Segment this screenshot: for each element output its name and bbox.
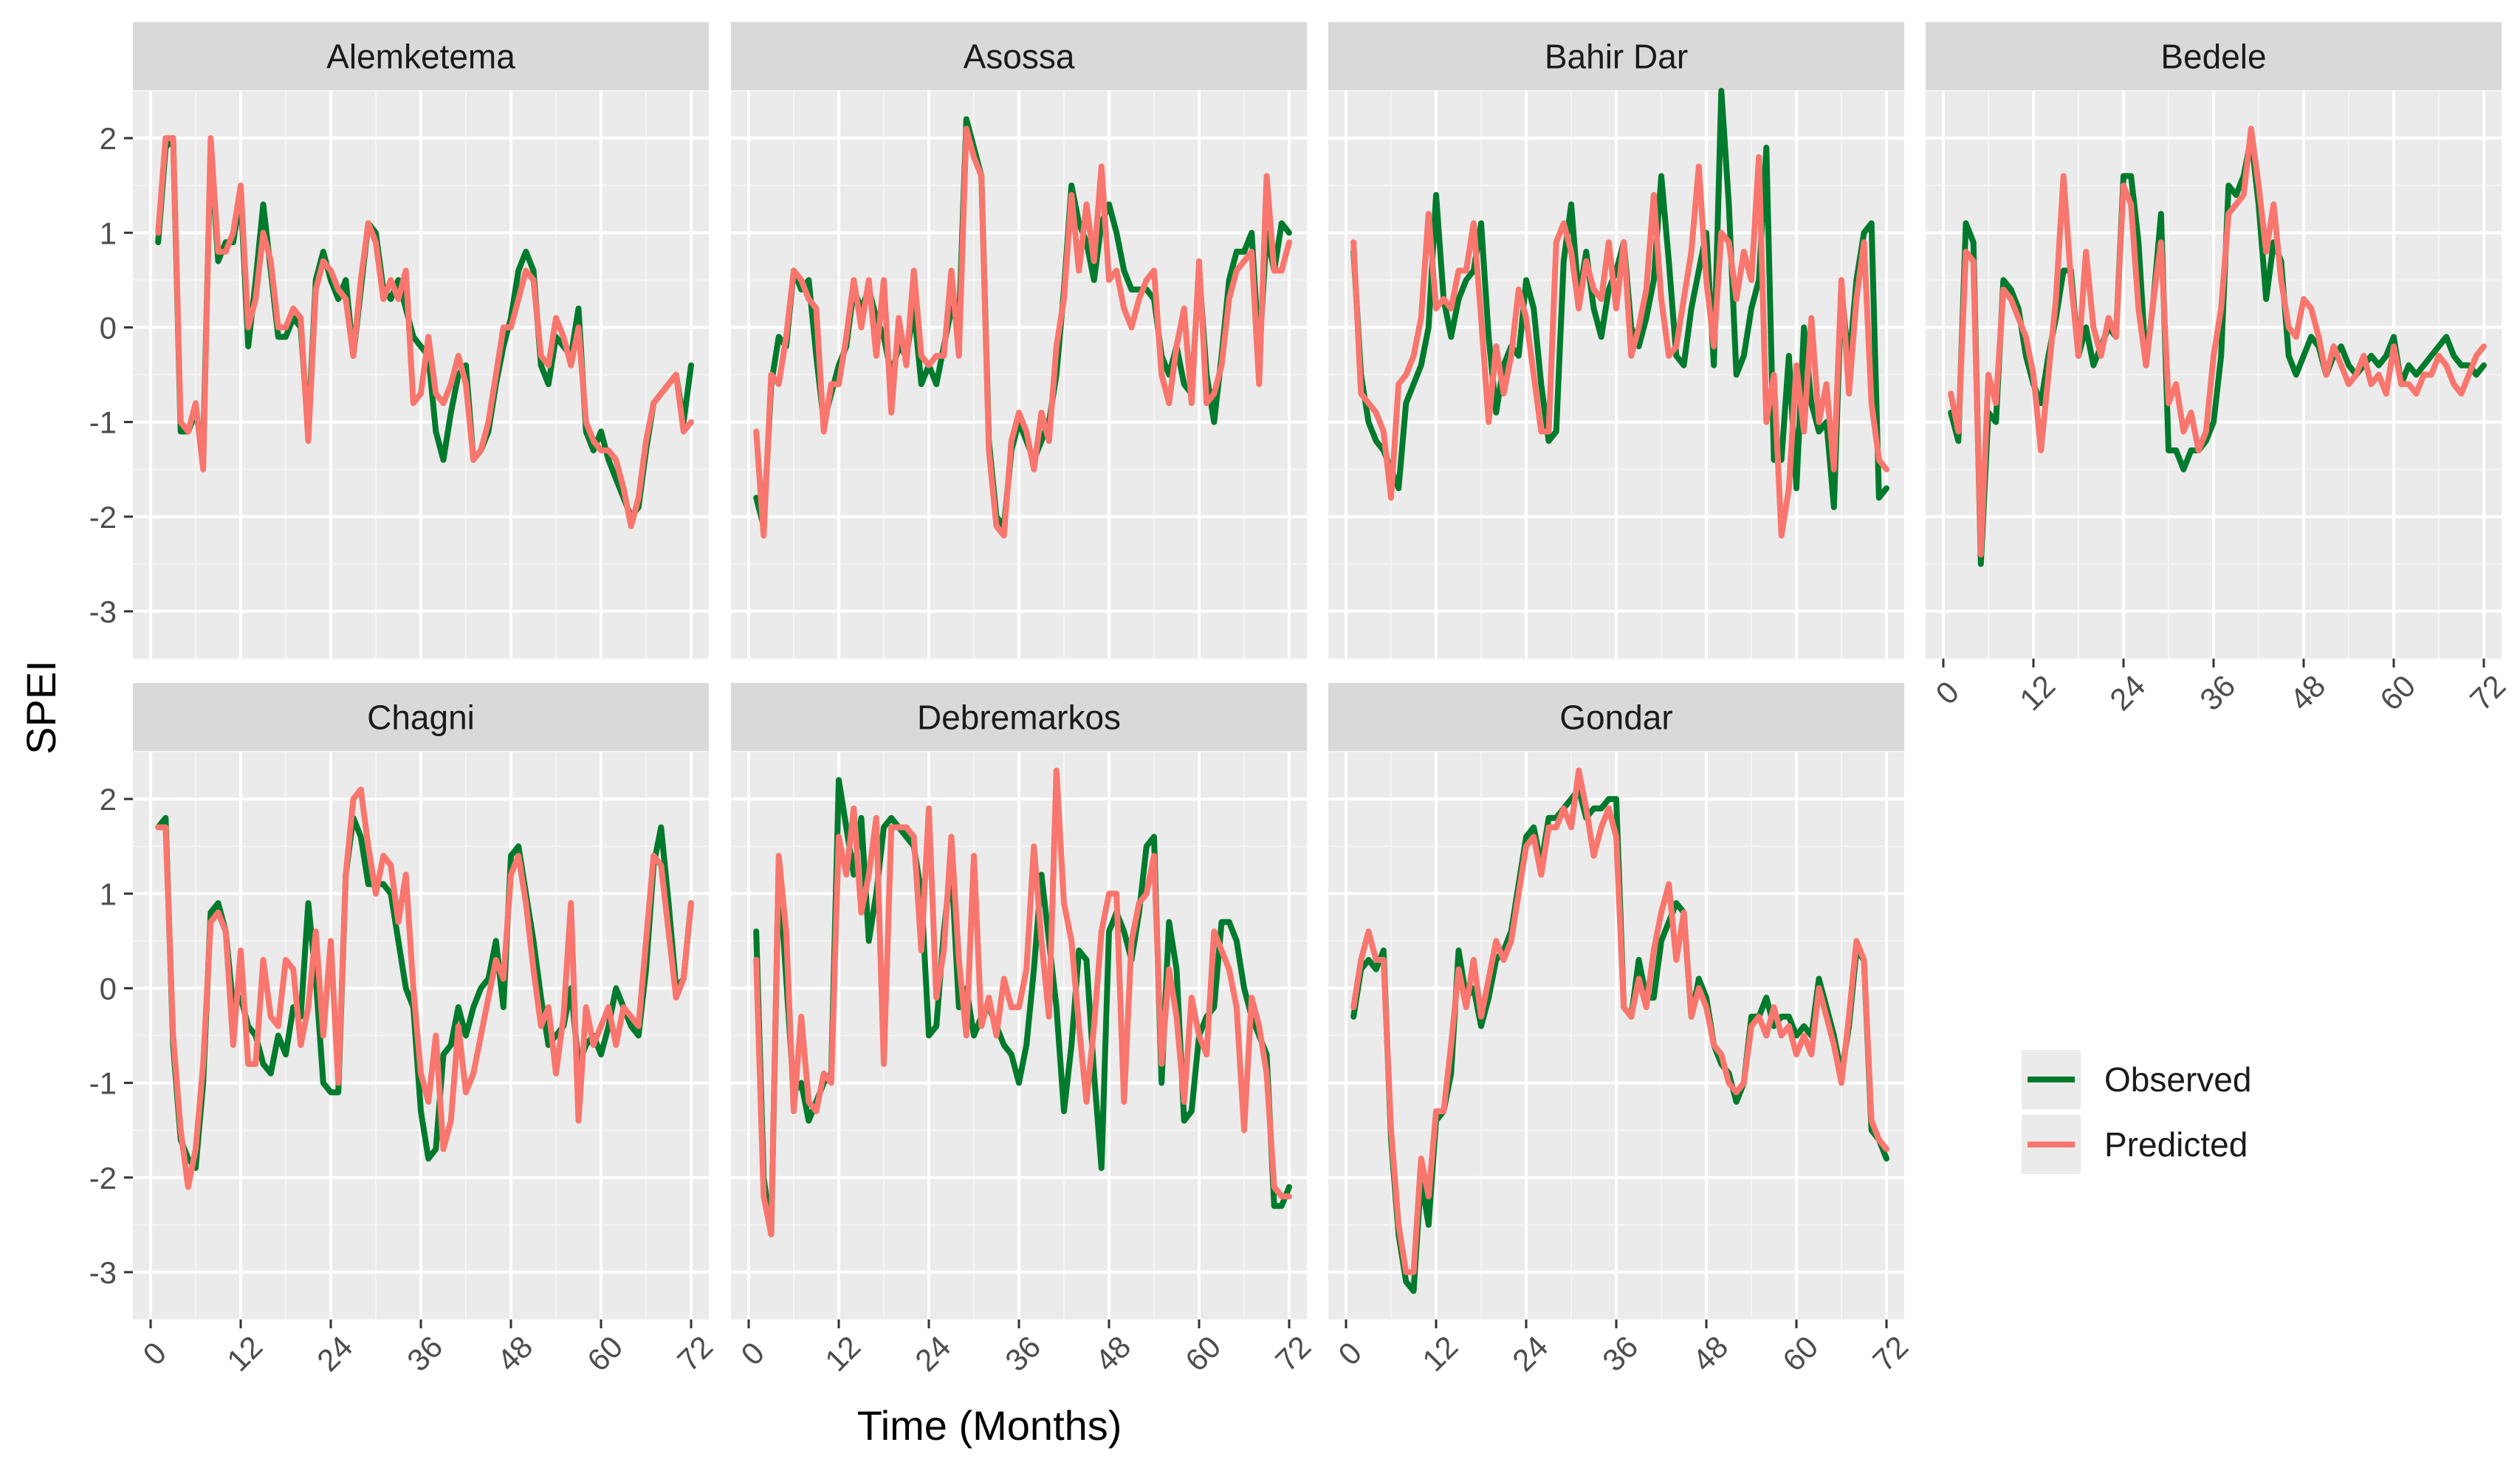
y-tick-label: -2: [89, 1161, 117, 1195]
facet-title: Bahir Dar: [1545, 38, 1688, 76]
legend-label: Observed: [2104, 1060, 2251, 1099]
y-tick-label: -3: [89, 594, 117, 629]
facet-panel: Asossa: [731, 22, 1307, 659]
y-tick-label: -1: [89, 405, 117, 440]
y-tick-label: 1: [100, 876, 117, 911]
facet-strip: [1926, 22, 2502, 91]
facet-panel: Bahir Dar: [1328, 22, 1904, 659]
facet-title: Debremarkos: [917, 698, 1121, 737]
y-tick-label: 2: [100, 121, 117, 156]
facet-strip: [1328, 683, 1904, 752]
y-tick-label: 1: [100, 216, 117, 250]
series-line-predicted: [1350, 767, 1889, 1275]
series-line-predicted: [753, 767, 1292, 1238]
facet-strip: [731, 22, 1307, 91]
y-tick-label: -2: [89, 500, 117, 535]
series-line-predicted: [1948, 126, 2487, 557]
x-axis-title: Time (Months): [857, 1402, 1122, 1449]
y-tick-label: -3: [89, 1255, 117, 1290]
facet-strip: [1328, 22, 1904, 91]
legend: Observed Predicted: [2022, 1050, 2251, 1174]
facet-title: Alemketema: [326, 38, 515, 76]
y-tick-label: 0: [100, 310, 117, 345]
y-tick-label: 0: [100, 971, 117, 1006]
series-line-predicted: [753, 126, 1292, 539]
facet-title: Bedele: [2160, 38, 2266, 76]
facet-title: Asossa: [964, 38, 1075, 76]
y-tick-label: 2: [100, 782, 117, 817]
facet-title: Chagni: [367, 698, 475, 737]
y-tick-label: -1: [89, 1066, 117, 1101]
facet-strip: [133, 683, 709, 752]
legend-label: Predicted: [2104, 1125, 2248, 1164]
facet-strip: [731, 683, 1307, 752]
facet-title: Gondar: [1559, 698, 1672, 737]
series-line-predicted: [1350, 154, 1889, 539]
series-line-predicted: [155, 135, 694, 529]
series-line-predicted: [155, 786, 694, 1190]
facet-panel: Alemketema -3 -2 -1 0 1 2: [89, 22, 709, 659]
facet-strip: [133, 22, 709, 91]
y-axis-title: SPEI: [18, 660, 64, 755]
